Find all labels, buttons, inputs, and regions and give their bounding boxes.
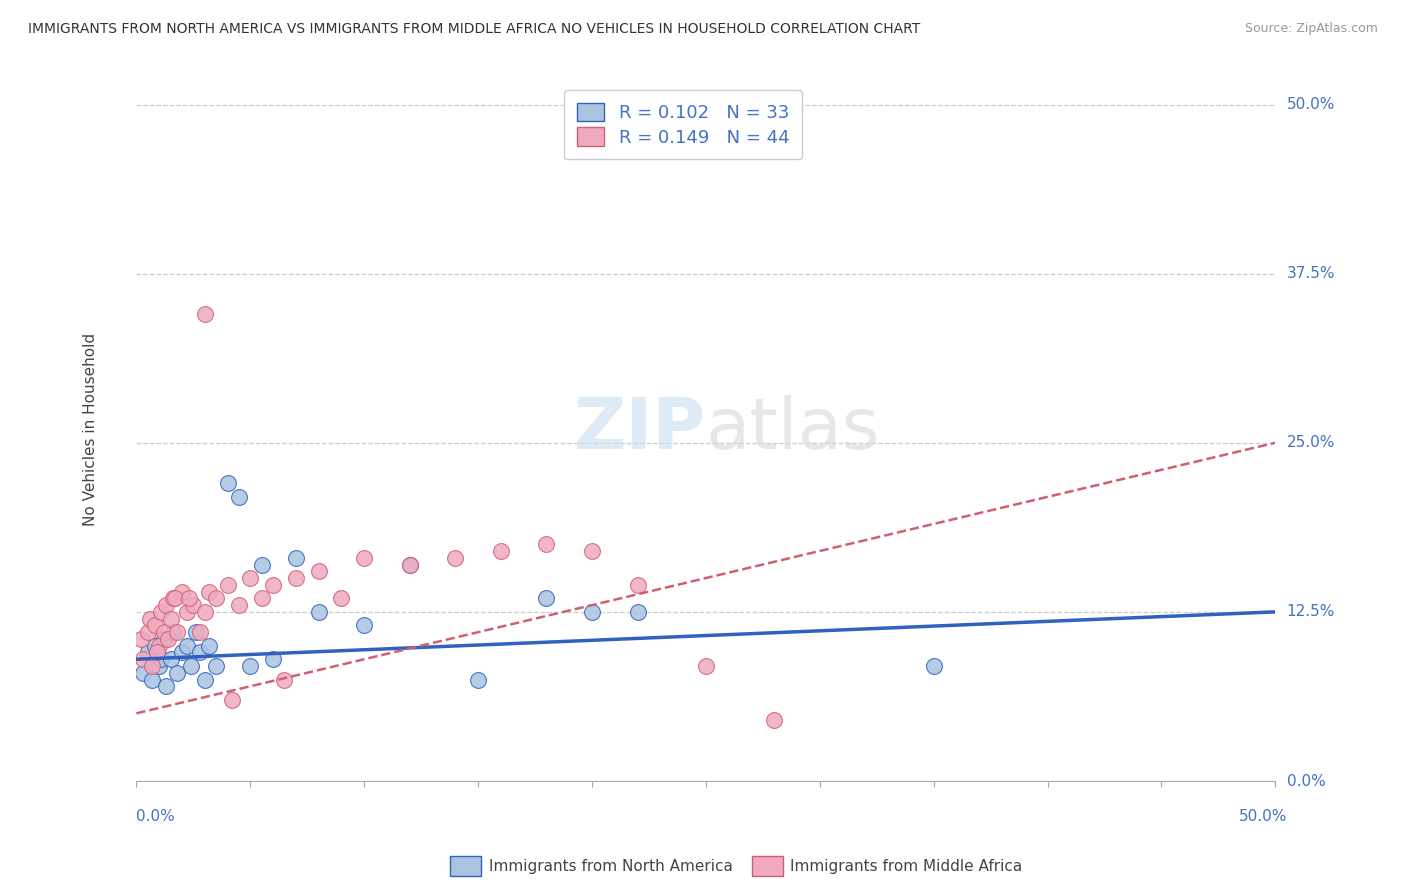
Point (183, 598, 205, 612)
Point (444, 550, 467, 565)
Point (262, 652, 284, 666)
Point (250, 591, 273, 606)
Point (166, 665, 188, 680)
Text: 0.0%: 0.0% (136, 809, 176, 824)
Text: 50.0%: 50.0% (1239, 809, 1286, 824)
Point (188, 645, 211, 659)
Point (170, 584, 193, 599)
Point (129, 632, 152, 646)
Point (330, 591, 353, 606)
Point (217, 578, 239, 592)
Point (308, 605, 330, 619)
Point (194, 673, 217, 687)
Point (184, 625, 207, 640)
Point (221, 693, 243, 707)
Point (626, 605, 648, 619)
Point (308, 564, 330, 578)
Point (132, 665, 155, 680)
Point (176, 605, 198, 619)
Point (398, 558, 420, 572)
Text: Immigrants from Middle Africa: Immigrants from Middle Africa (790, 859, 1022, 873)
Text: No Vehicles in Household: No Vehicles in Household (83, 333, 98, 525)
Point (139, 612, 162, 626)
Text: 37.5%: 37.5% (1286, 266, 1336, 281)
Point (198, 639, 221, 653)
Point (284, 550, 307, 565)
Text: 50.0%: 50.0% (1286, 97, 1336, 112)
Point (159, 612, 181, 626)
Point (155, 679, 177, 693)
Point (136, 625, 159, 640)
Point (143, 639, 166, 653)
Text: Source: ZipAtlas.com: Source: ZipAtlas.com (1244, 22, 1378, 36)
Point (170, 645, 193, 659)
Point (141, 673, 163, 687)
Point (150, 652, 173, 666)
Point (581, 544, 603, 558)
Point (188, 625, 211, 640)
Point (250, 558, 273, 572)
Point (228, 490, 250, 504)
Point (353, 550, 375, 565)
Point (763, 713, 786, 727)
Legend: R = 0.102   N = 33, R = 0.149   N = 44: R = 0.102 N = 33, R = 0.149 N = 44 (564, 90, 801, 160)
Point (536, 591, 558, 606)
Point (695, 659, 717, 673)
Point (162, 625, 184, 640)
Point (205, 591, 228, 606)
Text: 12.5%: 12.5% (1286, 605, 1336, 619)
Text: atlas: atlas (706, 395, 880, 464)
Point (489, 544, 512, 558)
Point (536, 537, 558, 551)
Point (152, 625, 174, 640)
Point (262, 578, 284, 592)
Point (239, 659, 262, 673)
Point (148, 639, 170, 653)
Point (239, 571, 262, 585)
Text: 0.0%: 0.0% (1286, 773, 1326, 789)
Point (273, 673, 295, 687)
Point (353, 618, 375, 632)
Point (150, 605, 173, 619)
Point (217, 476, 239, 491)
Point (228, 598, 250, 612)
Point (581, 605, 603, 619)
Point (166, 625, 188, 640)
Point (467, 673, 489, 687)
Text: Immigrants from North America: Immigrants from North America (489, 859, 733, 873)
Point (284, 571, 307, 585)
Point (162, 591, 184, 606)
Point (198, 584, 221, 599)
Point (155, 598, 177, 612)
Point (194, 605, 217, 619)
Point (136, 645, 159, 659)
Text: 25.0%: 25.0% (1286, 435, 1336, 450)
Point (141, 659, 163, 673)
Point (148, 659, 170, 673)
Text: IMMIGRANTS FROM NORTH AMERICA VS IMMIGRANTS FROM MIDDLE AFRICA NO VEHICLES IN HO: IMMIGRANTS FROM NORTH AMERICA VS IMMIGRA… (28, 22, 921, 37)
Point (176, 639, 198, 653)
Point (626, 578, 648, 592)
Point (159, 652, 181, 666)
Point (165, 591, 187, 606)
Point (205, 659, 228, 673)
Text: ZIP: ZIP (574, 395, 706, 464)
Point (177, 591, 200, 606)
Point (146, 645, 169, 659)
Point (143, 618, 166, 632)
Point (152, 632, 174, 646)
Point (157, 632, 180, 646)
Point (132, 652, 155, 666)
Point (180, 659, 202, 673)
Point (194, 307, 217, 321)
Point (922, 659, 945, 673)
Point (398, 558, 420, 572)
